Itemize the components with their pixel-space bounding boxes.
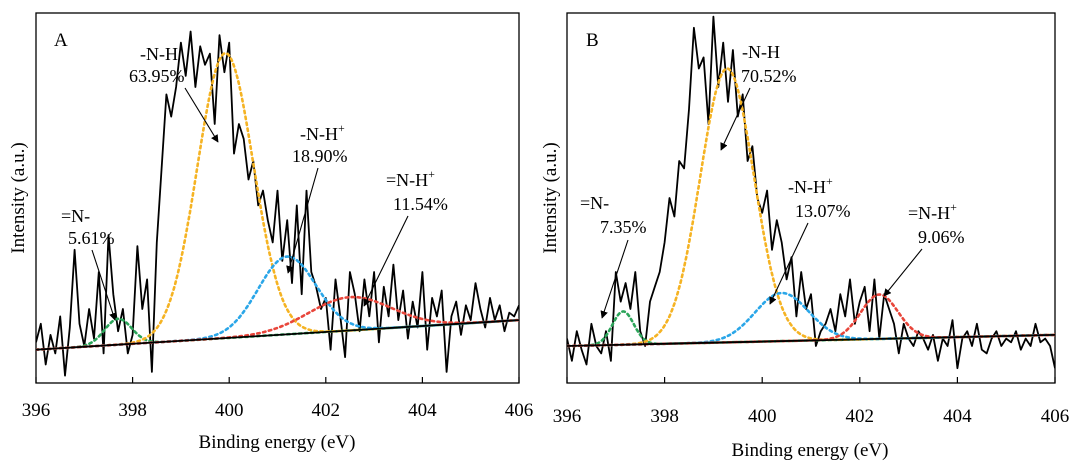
annotation-nh-percent: 63.95% (129, 66, 185, 86)
panel-b-x-tick-label: 396 (553, 406, 582, 427)
panel-b-xlabel: Binding energy (eV) (732, 440, 889, 461)
panel-a-x-tick-label: 402 (312, 400, 341, 421)
panel-a: 396 398 400 402 404 406 A Binding energy (eV)… (8, 12, 534, 453)
panel-a-x-tick-label: 406 (505, 400, 534, 421)
annotation-b-eq-n: =N- 7.35% (580, 193, 647, 319)
annotation-eq-n-arrow (91, 249, 117, 321)
panel-b-baseline-line (567, 334, 1055, 347)
annotation-b-nh-percent: 70.52% (741, 66, 797, 86)
annotation-b-eq-nh-plus-percent: 9.06% (918, 227, 965, 247)
annotation-b-eq-n-name: =N- (580, 193, 609, 213)
panel-a-baseline-line (36, 319, 519, 351)
annotation-nh: -N-H 63.95% (129, 44, 219, 143)
panel-a-x-tick-label: 396 (22, 400, 51, 421)
panel-b-ylabel: Intensity (a.u.) (540, 142, 561, 253)
annotation-eq-nh-plus: =N-H+ 11.54% (363, 167, 448, 307)
panel-b-x-ticks: 396 398 400 402 404 406 (553, 377, 1070, 427)
annotation-nh-plus-percent: 18.90% (292, 146, 348, 166)
panel-a-x-tick-label: 404 (408, 400, 437, 421)
panel-b-curves (567, 15, 1055, 370)
panel-b-x-tick-label: 398 (650, 406, 679, 427)
annotation-eq-n-name: =N- (61, 206, 90, 226)
annotation-b-eq-nh-plus-name: =N-H+ (908, 200, 957, 223)
panel-a-frame (35, 12, 520, 384)
annotation-eq-nh-plus-arrow (363, 215, 409, 307)
panel-b-x-tick-label: 404 (943, 406, 972, 427)
panel-b-frame (566, 12, 1056, 384)
panel-a-letter: A (54, 30, 68, 51)
annotation-nh-arrow (184, 87, 219, 143)
panel-b-x-tick-label: 402 (846, 406, 875, 427)
annotation-b-eq-n-arrow (600, 239, 629, 319)
panel-b-x-tick-label: 406 (1041, 406, 1070, 427)
annotation-b-eq-n-percent: 7.35% (600, 217, 647, 237)
panel-b-raw-signal-line (567, 15, 1055, 370)
annotation-b-nh-plus-arrow (769, 222, 809, 305)
annotation-b-nh: -N-H 70.52% (720, 42, 797, 151)
annotation-b-nh-name: -N-H (742, 42, 780, 62)
annotation-b-eq-nh-plus-arrow (883, 248, 923, 297)
panel-b-x-tick-label: 400 (748, 406, 777, 427)
panel-a-ylabel: Intensity (a.u.) (8, 142, 29, 253)
annotation-nh-plus-name: -N-H+ (300, 121, 345, 144)
annotation-eq-n-percent: 5.61% (68, 228, 115, 248)
annotation-eq-n: =N- 5.61% (61, 206, 117, 321)
annotation-b-nh-plus-name: -N-H+ (788, 174, 833, 197)
panel-a-xlabel: Binding energy (eV) (199, 432, 356, 453)
annotation-b-nh-plus: -N-H+ 13.07% (769, 174, 851, 305)
panel-a-peak-eq-n-h-plus-line (36, 295, 519, 351)
annotation-b-nh-plus-percent: 13.07% (795, 201, 851, 221)
panel-b: 396 398 400 402 404 406 B Binding energy (eV)… (540, 12, 1070, 461)
panel-a-x-tick-label: 398 (118, 400, 147, 421)
annotation-b-nh-arrow (720, 87, 751, 151)
panel-a-x-ticks: 396 398 400 402 404 406 (22, 377, 534, 421)
annotation-eq-nh-plus-name: =N-H+ (386, 167, 435, 190)
panel-a-x-tick-label: 400 (215, 400, 244, 421)
annotation-nh-plus-arrow (286, 167, 319, 274)
annotation-b-eq-nh-plus: =N-H+ 9.06% (883, 200, 965, 297)
panel-a-curves (36, 30, 519, 377)
panel-b-letter: B (586, 30, 599, 51)
annotation-eq-nh-plus-percent: 11.54% (393, 194, 448, 214)
annotation-nh-name: -N-H (140, 44, 178, 64)
annotation-nh-plus: -N-H+ 18.90% (286, 121, 348, 274)
